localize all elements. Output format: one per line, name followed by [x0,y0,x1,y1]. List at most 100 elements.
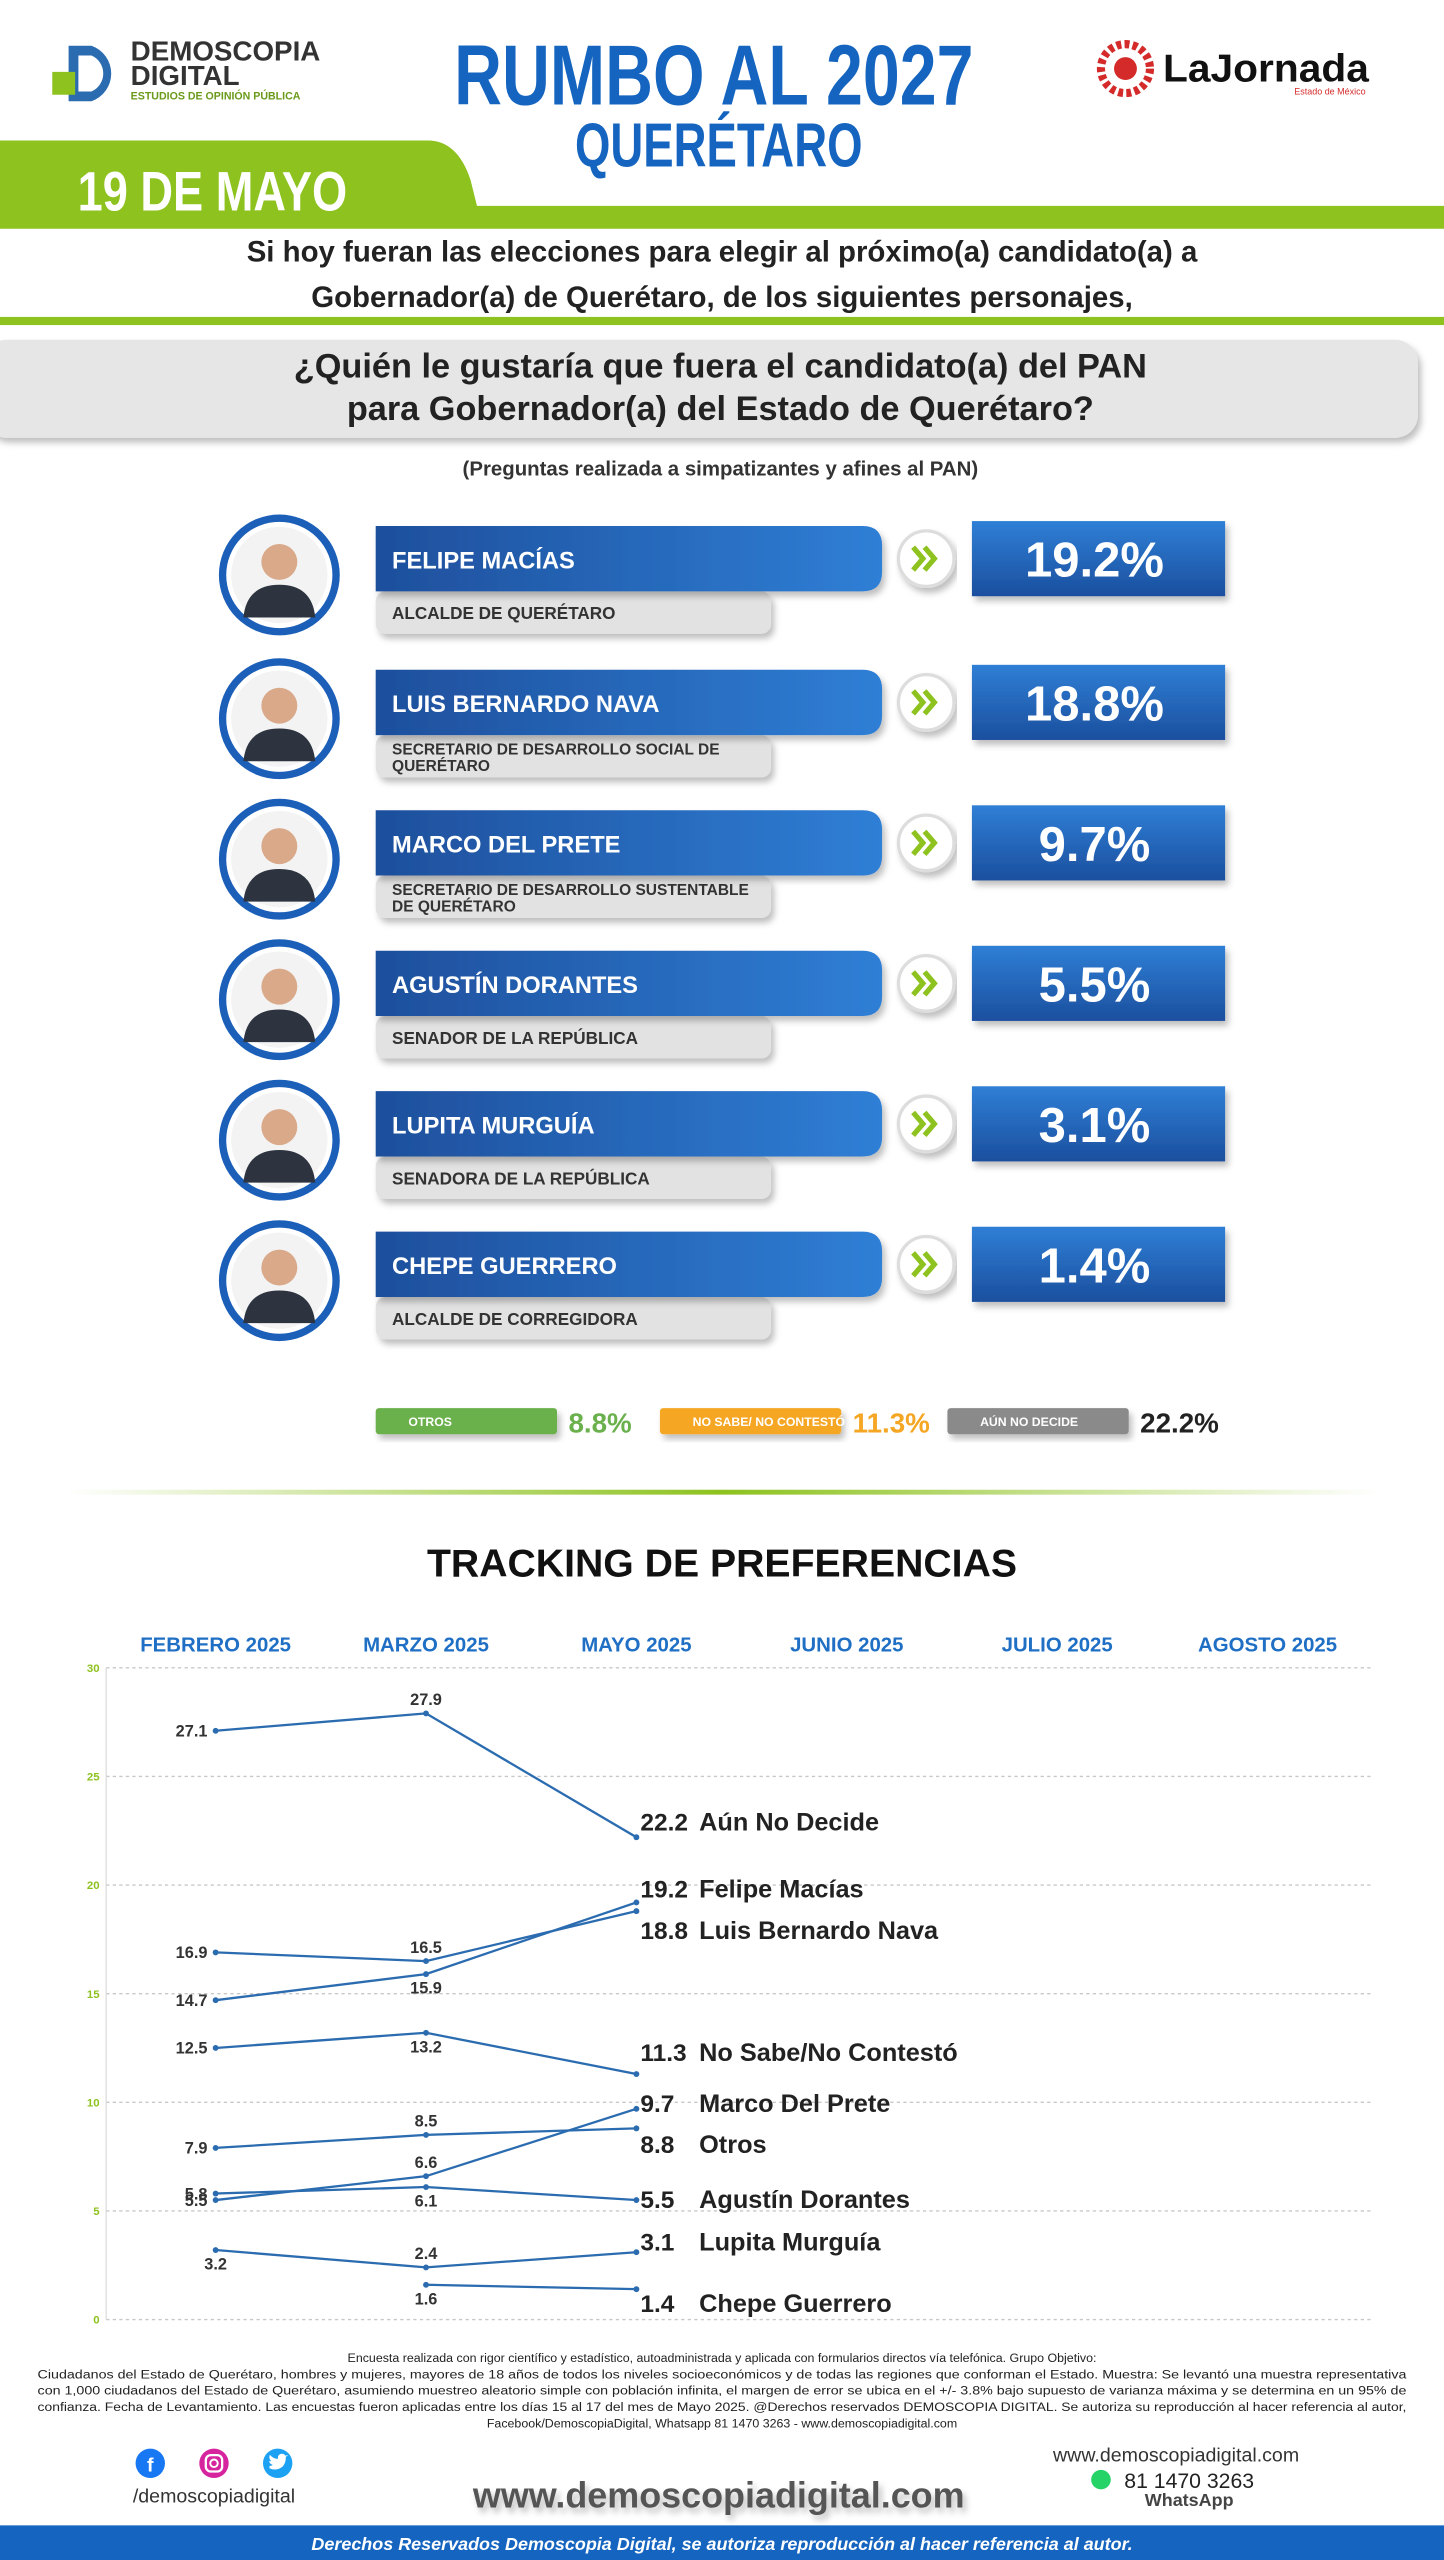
data-label: 27.1 [176,1723,208,1741]
end-value-label: 3.1 [640,2230,674,2257]
series-point [423,1710,429,1717]
arrow-icon [911,1251,938,1278]
series-point [423,2173,429,2180]
series-point [633,2249,640,2256]
y-tick-label: 30 [87,1663,100,1675]
candidate-value: 18.8% [1025,677,1164,731]
social-handle: /demoscopiadigital [133,2485,295,2507]
end-value-label: 11.3 [640,2040,686,2067]
candidate-name: AGUSTÍN DORANTES [392,971,638,999]
series-name: Otros [699,2131,766,2159]
series-point [212,2197,219,2203]
data-label: 2.4 [415,2245,438,2263]
candidate-value: 1.4% [1039,1239,1151,1293]
series-line [425,2283,637,2291]
data-label: 16.9 [176,1944,208,1962]
value-box [971,1086,1226,1162]
candidate-row: LUIS BERNARDO NAVA SECRETARIO DE DESARROL… [218,658,1226,780]
series-point [423,2281,429,2288]
series-point [423,1958,429,1965]
data-label: 14.7 [176,1992,208,2010]
photo-head [261,968,298,1005]
methodology: Encuesta realizada con rigor científico … [38,2351,1407,2430]
question-line: para Gobernador(a) del Estado de Queréta… [347,390,1094,428]
photo-body [243,584,316,618]
y-tick-label: 5 [93,2206,100,2218]
series-name: Luis Bernardo Nava [699,1917,939,1945]
brand-name: DIGITAL [131,60,240,91]
candidate-value: 3.1% [1039,1099,1151,1153]
value-box [971,664,1226,740]
other-value: 22.2% [1140,1408,1219,1439]
role-bar [375,735,772,778]
photo-body [243,1009,316,1043]
series-name: Chepe Guerrero [699,2290,892,2318]
y-tick-label: 20 [87,1880,100,1892]
end-value-label: 19.2 [640,1877,688,1904]
separator [65,1489,1379,1495]
series-name: Aún No Decide [699,1809,879,1837]
candidate-role: DE QUERÉTARO [392,898,516,915]
role-bar [375,1156,772,1199]
arrow-icon [911,1110,938,1137]
intro-line: Gobernador(a) de Querétaro, de los sigui… [311,281,1133,314]
arrow-icon [911,829,938,857]
name-bar [375,1091,883,1157]
series-point [423,1971,429,1978]
end-value-label: 8.8 [640,2132,674,2159]
candidate-name: LUIS BERNARDO NAVA [392,692,659,718]
methodology-line: Ciudadanos del Estado de Querétaro, homb… [38,2367,1407,2381]
series-name: No Sabe/No Contestó [699,2039,958,2067]
series-name: Felipe Macías [699,1876,864,1904]
value-box [971,521,1226,597]
main-title: RUMBO AL 2027 [454,28,973,123]
question-banner [0,339,1418,438]
y-tick-label: 10 [87,2097,100,2109]
candidate-name: LUPITA MURGUÍA [392,1112,595,1140]
series-line [215,1712,637,1839]
data-label: 12.5 [176,2040,208,2058]
photo-body [243,869,316,902]
tracking-chart: TRACKING DE PREFERENCIAS FEBRERO 2025 MARZ… [87,1542,1373,2327]
other-label: NO SABE/ NO CONTESTÓ [693,1414,846,1429]
date: 19 DE MAYO [78,161,348,223]
photo-head [261,543,298,580]
series-point [212,2190,219,2197]
x-tick-label: MARZO 2025 [363,1634,489,1656]
arrow-icon [911,970,938,997]
other-bar [659,1408,842,1435]
data-label: 15.9 [410,1980,442,1998]
series-point [212,2247,219,2253]
series-point [212,2144,219,2151]
candidate-row: MARCO DEL PRETE SECRETARIO DE DESARROLLO … [218,798,1226,920]
candidate-role: ALCALDE DE CORREGIDORA [392,1309,638,1329]
candidate-name: MARCO DEL PRETE [392,833,620,859]
methodology-line: con 1,000 ciudadanos del Estado de Queré… [38,2384,1407,2398]
candidate-role: ALCALDE DE QUERÉTARO [392,603,615,623]
partner-edition: Estado de México [1294,87,1365,97]
series-name: Marco Del Prete [699,2090,890,2118]
series-point [633,2125,640,2132]
data-label: 6.1 [415,2193,438,2211]
x-tick-label: FEBRERO 2025 [140,1634,291,1656]
series-point [633,1908,640,1915]
data-label: 7.9 [185,2140,208,2158]
data-label: 27.9 [410,1691,442,1709]
website: www.demoscopiadigital.com [1052,2445,1299,2467]
other-bar [375,1408,558,1435]
photo-body [243,1290,316,1324]
data-label: 3.2 [204,2256,227,2274]
candidate-name: FELIPE MACÍAS [392,546,575,574]
photo-body [243,1149,316,1183]
arrow-icon [911,689,938,716]
x-tick-label: AGOSTO 2025 [1198,1634,1337,1656]
partner-name: LaJornada [1163,48,1370,91]
svg-text:f: f [147,2454,154,2476]
intro-line: Si hoy fueran las elecciones para elegir… [247,235,1198,268]
name-bar [375,1231,883,1297]
end-value-label: 18.8 [640,1918,688,1945]
series-point [423,2131,429,2138]
chart-title: TRACKING DE PREFERENCIAS [427,1542,1017,1585]
candidate-row: CHEPE GUERRERO ALCALDE DE CORREGIDORA 1.4% [218,1220,1226,1342]
